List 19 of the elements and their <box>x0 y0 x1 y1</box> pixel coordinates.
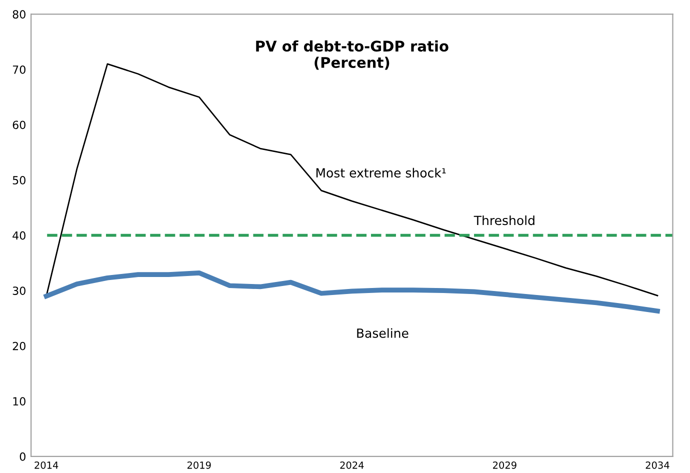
y-tick-label: 70 <box>12 65 26 74</box>
line-series <box>44 270 660 314</box>
text: Baseline <box>357 328 408 338</box>
y-tick-label: 40 <box>12 231 26 240</box>
y-tick-label: 50 <box>12 176 26 184</box>
y-tick-label: 30 <box>12 286 26 295</box>
x-tick-label: 2029 <box>493 461 516 469</box>
text: PV of debt-to-GDP ratio (Percent) <box>256 40 448 70</box>
y-tick-label: 60 <box>12 120 26 130</box>
x-tick-label: 2019 <box>187 461 211 469</box>
y-tick-label: 0 <box>20 452 26 461</box>
x-tick-label: 2024 <box>340 461 364 469</box>
ref-line-label: Threshold <box>474 215 534 226</box>
x-tick-label: 2034 <box>646 461 670 469</box>
x-tick-label: 2014 <box>34 461 58 469</box>
y-tick-label: 10 <box>13 397 26 406</box>
y-tick-label: 20 <box>12 342 26 350</box>
series-label: Most extreme shock¹ <box>316 168 446 178</box>
y-tick-label: 80 <box>12 10 26 19</box>
